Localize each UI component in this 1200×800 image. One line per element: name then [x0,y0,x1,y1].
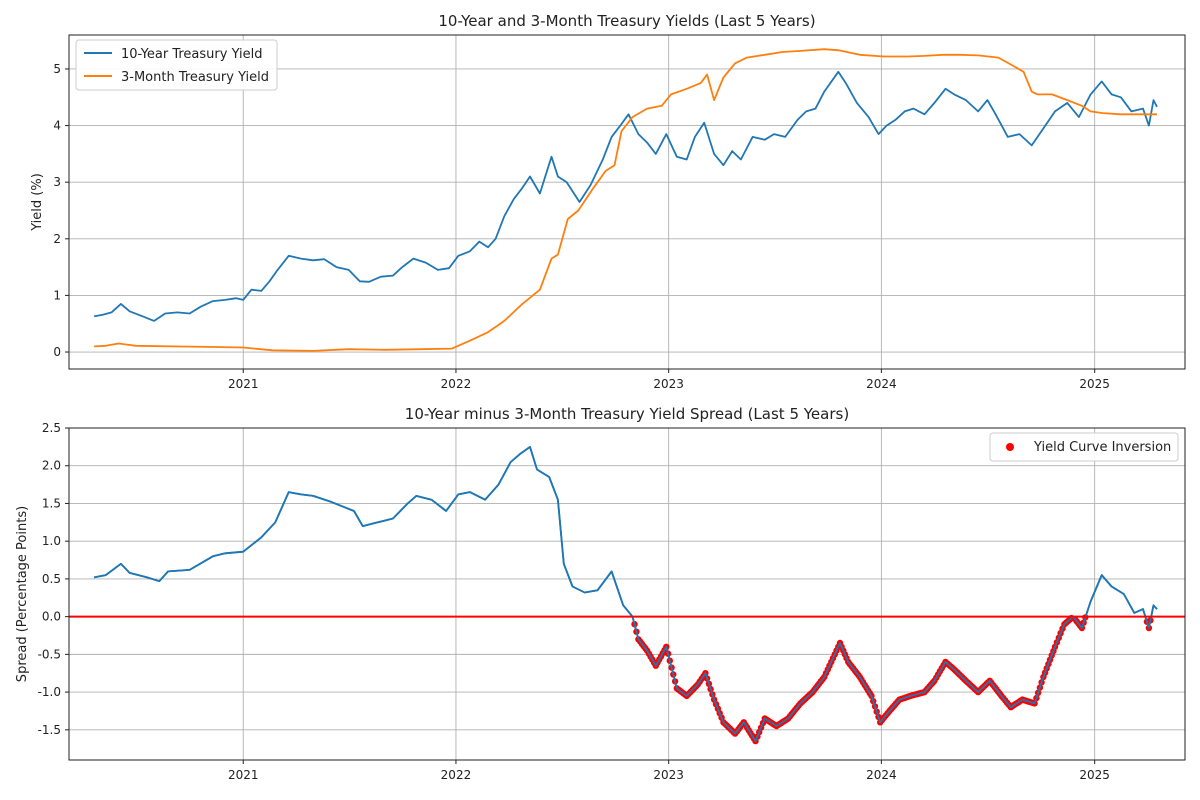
y-tick-label: 0 [53,345,61,359]
y-tick-label: 0.5 [42,572,61,586]
y-tick-label: 1.0 [42,534,61,548]
y-tick-label: -1.5 [38,723,61,737]
yields-chart: 10-Year and 3-Month Treasury Yields (Las… [30,12,1186,391]
yields-tick-labels: 2021 2022 2023 2024 2025 0 1 2 3 4 5 [53,62,1110,391]
y-tick-label: -1.0 [38,685,61,699]
spread-chart-title: 10-Year minus 3-Month Treasury Yield Spr… [405,405,849,423]
spread-y-axis-label: Spread (Percentage Points) [15,506,30,682]
y-tick-label: 0.0 [42,610,61,624]
y-tick-label: 2.5 [42,421,61,435]
x-tick-label: 2025 [1079,768,1110,782]
spread-legend: Yield Curve Inversion [989,432,1179,462]
y-tick-label: 4 [53,119,61,133]
yields-chart-title: 10-Year and 3-Month Treasury Yields (Las… [438,12,815,30]
legend-swatch-inversion [1006,443,1014,451]
yields-legend-box [75,39,278,91]
legend-label-10y: 10-Year Treasury Yield [121,47,263,62]
x-tick-label: 2022 [441,768,472,782]
x-tick-label: 2023 [653,768,684,782]
legend-label-3m: 3-Month Treasury Yield [121,70,269,85]
spread-line [93,445,1158,742]
y-tick-label: 3 [53,175,61,189]
x-tick-label: 2025 [1079,377,1110,391]
x-tick-label: 2024 [866,377,897,391]
x-tick-label: 2021 [228,768,259,782]
y-tick-label: -0.5 [38,647,61,661]
spread-legend-box [989,432,1179,462]
y-tick-label: 2.0 [42,459,61,473]
y-tick-label: 1.5 [42,496,61,510]
yields-y-axis-label: Yield (%) [30,173,45,232]
spread-plot-frame [68,427,1186,761]
y-tick-label: 2 [53,232,61,246]
series-line-0-1 [94,48,1157,352]
x-tick-label: 2022 [441,377,472,391]
spread-chart: 10-Year minus 3-Month Treasury Yield Spr… [15,405,1186,782]
y-tick-label: 1 [53,288,61,302]
spread-plot-area [69,445,1185,745]
spread-tick-labels: 2021 2022 2023 2024 2025 2.5 2.0 1.5 1.0 0.5 0.0 -0… [38,421,1110,782]
y-tick-label: 5 [53,62,61,76]
x-tick-label: 2023 [653,377,684,391]
legend-label-inversion: Yield Curve Inversion [1033,440,1171,455]
yields-legend: 10-Year Treasury Yield 3-Month Treasury … [75,39,278,91]
x-tick-label: 2024 [866,768,897,782]
series-line-0-0 [93,70,1158,322]
x-tick-label: 2021 [228,377,259,391]
yields-plot-area [93,48,1158,352]
yields-plot-frame [68,34,1186,370]
